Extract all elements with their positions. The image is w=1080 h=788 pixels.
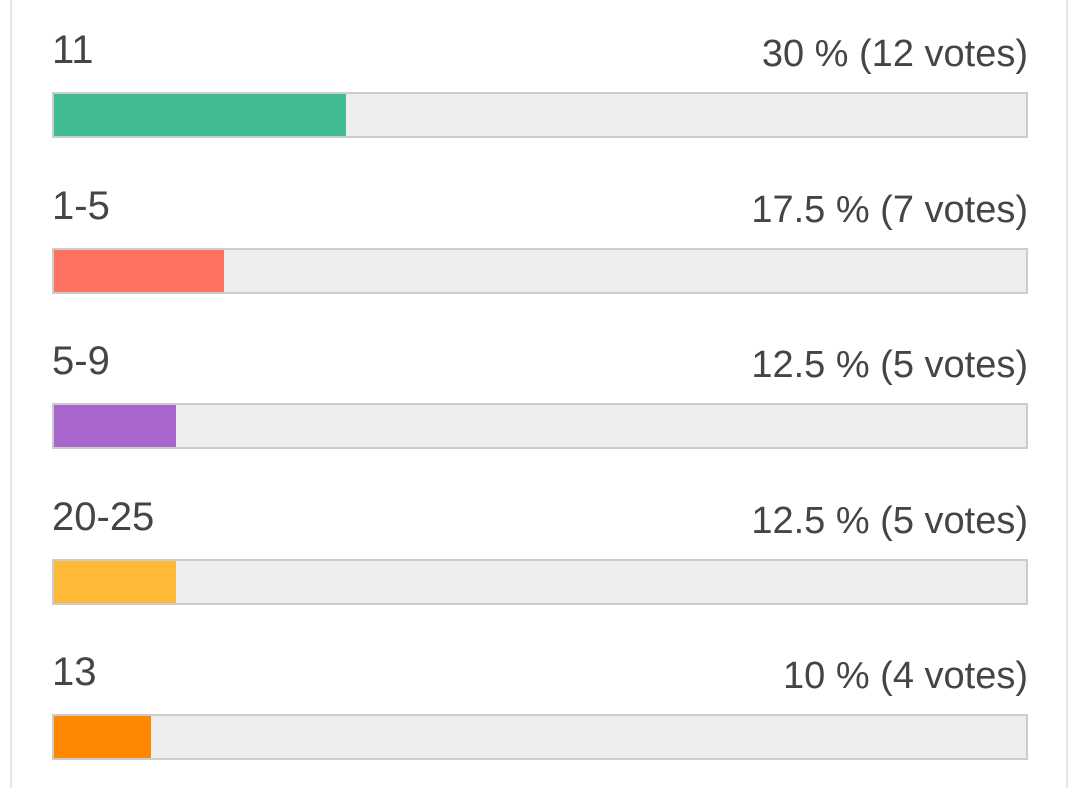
bar-fill <box>54 94 346 136</box>
option-label: 5-9 <box>52 339 110 383</box>
bar-fill <box>54 716 152 758</box>
poll-option: 1-5 17.5 % (7 votes) <box>52 176 1028 306</box>
bar-track <box>52 247 1028 294</box>
poll-option: 5-9 12.5 % (5 votes) <box>52 331 1028 461</box>
bar-track <box>52 714 1028 760</box>
bar-track <box>52 92 1028 138</box>
option-result: 17.5 % (7 votes) <box>751 188 1028 231</box>
bar-fill <box>54 249 225 292</box>
option-label: 1-5 <box>52 183 110 228</box>
option-result: 12.5 % (5 votes) <box>751 344 1028 386</box>
bar-track <box>52 558 1028 605</box>
bar-fill <box>54 405 176 447</box>
option-label: 11 <box>52 28 94 72</box>
option-label: 13 <box>52 650 97 694</box>
poll-card <box>10 0 1068 788</box>
option-result: 12.5 % (5 votes) <box>751 499 1028 542</box>
poll-option: 11 30 % (12 votes) <box>52 20 1028 150</box>
bar-fill <box>54 560 176 603</box>
poll-option: 13 10 % (4 votes) <box>52 642 1028 772</box>
option-result: 10 % (4 votes) <box>783 655 1028 697</box>
bar-track <box>52 403 1028 449</box>
option-result: 30 % (12 votes) <box>761 33 1028 75</box>
option-label: 20-25 <box>52 494 155 539</box>
poll-option: 20-25 12.5 % (5 votes) <box>52 487 1028 617</box>
